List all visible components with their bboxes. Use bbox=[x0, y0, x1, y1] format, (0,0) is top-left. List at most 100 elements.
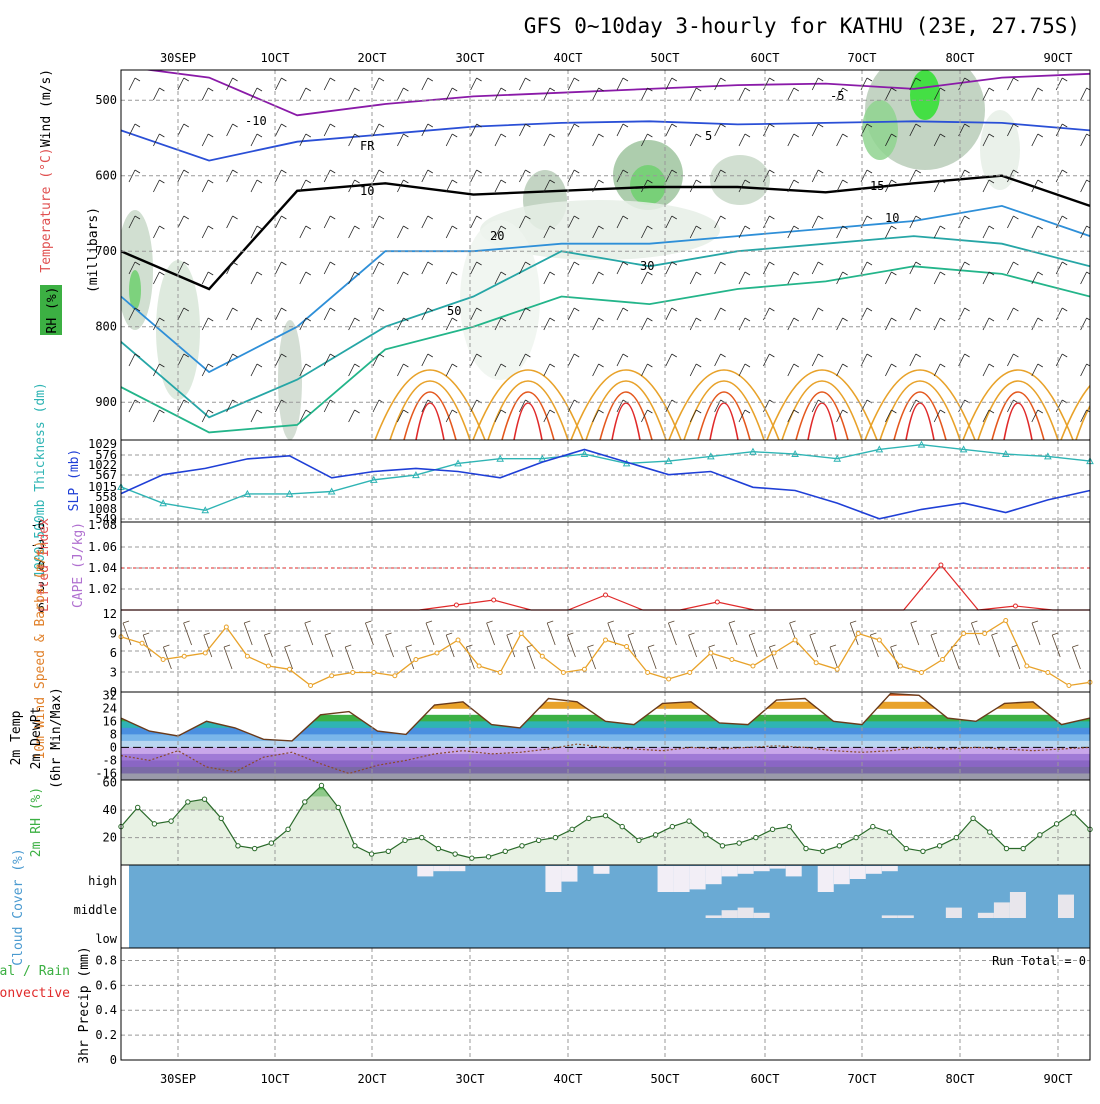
wind-barb-0-27 bbox=[787, 87, 800, 101]
wind-barb-5-3 bbox=[201, 317, 214, 331]
wind-barb-1-10 bbox=[372, 123, 385, 137]
surface-wind-barb-8 bbox=[284, 644, 293, 670]
rh-point-26 bbox=[552, 834, 559, 841]
wind-barb-1-35 bbox=[982, 133, 995, 147]
wind-barb-1-2 bbox=[177, 123, 190, 137]
bottom-date-tick-1: 1OCT bbox=[261, 1072, 290, 1086]
top-date-tick-0: 30SEP bbox=[160, 51, 196, 65]
wind-barb-4-24 bbox=[714, 261, 726, 275]
wind-barb-5-4 bbox=[226, 307, 238, 321]
temperature-band-7 bbox=[121, 747, 1090, 755]
wind-speed-point-16 bbox=[455, 637, 461, 643]
wind-barb-1-23 bbox=[689, 133, 702, 147]
thickness-point-5 bbox=[327, 487, 336, 495]
thickness-point-15 bbox=[749, 447, 757, 455]
warm-isotherm-6-2 bbox=[991, 391, 1045, 440]
wind-barb-3-12 bbox=[421, 215, 434, 229]
thickness-point-4 bbox=[285, 489, 294, 497]
wind-speed-line bbox=[120, 619, 1091, 687]
wind-barb-7-33 bbox=[933, 409, 946, 423]
rh-point-9 bbox=[268, 840, 275, 846]
wind-barb-2-15 bbox=[494, 179, 507, 193]
rh-point-6 bbox=[218, 815, 224, 822]
warm-isotherm-5-1 bbox=[879, 380, 961, 440]
wind-barb-0-19 bbox=[592, 87, 604, 101]
cloud-high-bar-26 bbox=[545, 866, 562, 892]
wind-barb-6-39 bbox=[1080, 363, 1090, 377]
rh-area-light bbox=[121, 785, 1090, 865]
wind-speed-point-34 bbox=[834, 666, 840, 672]
lifted-index-label: Lifted Index bbox=[37, 518, 52, 612]
wind-barb-0-33 bbox=[933, 87, 946, 101]
cloud-level-2: low bbox=[95, 932, 117, 946]
wind-barb-7-37 bbox=[1031, 409, 1044, 423]
wind-barb-7-15 bbox=[494, 409, 507, 423]
wind-barb-7-3 bbox=[201, 409, 214, 423]
cloud-high-bar-37 bbox=[721, 866, 738, 877]
warm-isotherm-4-1 bbox=[781, 380, 863, 440]
wind-barb-1-15 bbox=[494, 133, 507, 147]
rh-point-8 bbox=[251, 845, 258, 852]
wind-barb-1-6 bbox=[275, 123, 287, 137]
warm-isotherm-6-0 bbox=[962, 369, 1074, 440]
cloud-high-bar-39 bbox=[753, 866, 770, 872]
surface-wind-barb-30 bbox=[728, 620, 738, 646]
thickness-point-3 bbox=[243, 489, 252, 497]
rh-tick-1: 40 bbox=[103, 803, 117, 817]
top-date-tick-7: 7OCT bbox=[848, 51, 877, 65]
wind-speed-point-19 bbox=[518, 631, 524, 636]
wind-barb-2-5 bbox=[250, 179, 263, 193]
wind-barb-2-33 bbox=[933, 179, 946, 193]
top-date-tick-1: 1OCT bbox=[261, 51, 290, 65]
wind-barb-6-18 bbox=[567, 353, 580, 367]
wind-barb-2-39 bbox=[1080, 179, 1090, 193]
wind-barb-6-25 bbox=[738, 363, 751, 377]
temperature-bands bbox=[121, 693, 1090, 780]
rh-shade-8 bbox=[862, 100, 898, 160]
cloud-high-bar-20 bbox=[449, 866, 466, 872]
isotherm-line-3 bbox=[121, 204, 1090, 374]
cloud-high-bar-43 bbox=[817, 866, 834, 892]
rh-point-1 bbox=[135, 804, 141, 811]
rh-point-18 bbox=[419, 834, 425, 841]
wind-barb-7-7 bbox=[299, 409, 312, 423]
bottom-date-tick-0: 30SEP bbox=[160, 1072, 196, 1086]
thickness-point-20 bbox=[959, 445, 968, 453]
cape-point-4 bbox=[938, 562, 944, 568]
wind-barb-4-18 bbox=[567, 261, 580, 275]
cloud-high-bar-38 bbox=[737, 866, 754, 874]
wind-barb-2-13 bbox=[445, 179, 458, 193]
precip-tick-0: 0 bbox=[110, 1053, 117, 1067]
wind-barb-4-34 bbox=[958, 261, 970, 275]
thickness-point-21 bbox=[1001, 450, 1010, 458]
rh-point-47 bbox=[903, 845, 909, 852]
wind-speed-point-43 bbox=[1024, 663, 1030, 669]
rh-point-3 bbox=[168, 818, 174, 824]
wind-barb-6-9 bbox=[348, 363, 360, 377]
wind-barb-4-33 bbox=[933, 271, 946, 285]
wind-barb-3-1 bbox=[153, 225, 165, 239]
top-date-tick-8: 8OCT bbox=[946, 51, 975, 65]
wind-speed-point-45 bbox=[1066, 683, 1072, 688]
rh-shade-7 bbox=[910, 70, 940, 120]
wind-barb-5-10 bbox=[372, 307, 385, 321]
warm-isotherm-3-3 bbox=[709, 402, 739, 440]
top-date-tick-9: 9OCT bbox=[1044, 51, 1073, 65]
wind-barb-6-13 bbox=[445, 363, 458, 377]
wind-barb-6-3 bbox=[201, 363, 214, 377]
temperature-tick-6: 32 bbox=[103, 688, 117, 702]
wind-barb-4-29 bbox=[836, 271, 848, 285]
wind-barb-4-9 bbox=[348, 271, 360, 285]
slp-tick-1: 1015 bbox=[88, 480, 117, 494]
wind-speed-point-15 bbox=[434, 650, 440, 656]
cloud-middle-bar-38 bbox=[737, 907, 754, 918]
warm-isotherm-3-2 bbox=[697, 391, 751, 440]
wind-barb-6-24 bbox=[714, 353, 726, 367]
wind-tick-3: 9 bbox=[110, 627, 117, 641]
thickness-point-6 bbox=[369, 475, 378, 483]
surface-wind-barb-39 bbox=[910, 620, 920, 646]
wind-barb-5-26 bbox=[763, 307, 775, 321]
wind-barb-0-21 bbox=[641, 87, 653, 101]
wind-legend-label: Wind (m/s) bbox=[39, 69, 54, 147]
thickness-point-2 bbox=[201, 506, 210, 514]
